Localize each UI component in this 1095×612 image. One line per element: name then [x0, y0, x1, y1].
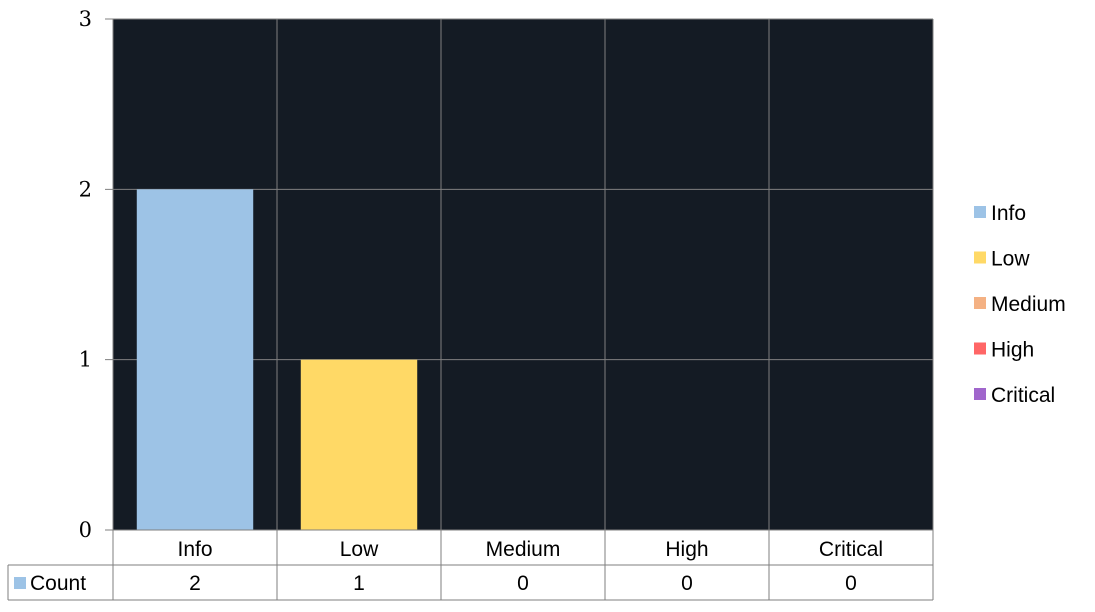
legend-swatch-high — [974, 342, 986, 355]
x-tick-label: High — [665, 538, 708, 561]
y-tick-label: 1 — [79, 348, 92, 372]
y-tick-label: 2 — [79, 177, 92, 201]
x-tick-label: Info — [177, 538, 212, 561]
legend-swatch-low — [974, 251, 986, 264]
y-tick-label: 3 — [79, 7, 92, 31]
data-table: Info Low Medium High Critical Count 2 1 0 0 0 — [7, 529, 933, 601]
legend: Info Low Medium High Critical — [974, 202, 1066, 407]
bar-info — [136, 189, 254, 531]
y-axis-ticks: 0 1 2 3 — [79, 7, 92, 542]
table-cell: 0 — [517, 572, 529, 595]
legend-label: Low — [991, 248, 1030, 271]
legend-swatch-medium — [974, 297, 986, 309]
table-cell: 0 — [681, 572, 693, 595]
legend-label: High — [991, 339, 1034, 362]
legend-swatch-info — [974, 206, 986, 218]
table-cell: 2 — [189, 572, 201, 595]
table-row-label: Count — [30, 572, 86, 595]
x-tick-label: Medium — [486, 538, 561, 561]
bars — [136, 189, 418, 531]
y-tick-label: 0 — [79, 518, 92, 542]
table-cell: 1 — [353, 572, 365, 595]
legend-label: Critical — [991, 384, 1055, 407]
bar-low — [300, 359, 418, 530]
series-marker — [14, 577, 26, 589]
legend-label: Medium — [991, 293, 1066, 316]
x-tick-label: Critical — [819, 538, 883, 561]
table-cell: 0 — [845, 572, 857, 595]
x-tick-label: Low — [340, 538, 379, 561]
legend-swatch-critical — [974, 388, 986, 400]
legend-label: Info — [991, 202, 1026, 225]
